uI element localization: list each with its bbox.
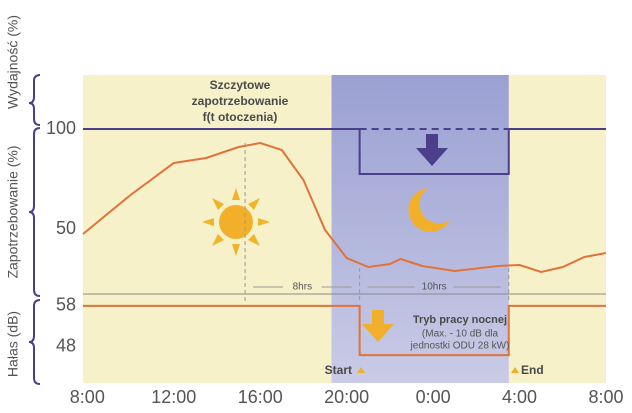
brace [28, 299, 41, 385]
y2-tick-label: 58 [56, 295, 76, 315]
moon-icon [408, 188, 450, 232]
axis-title: Wydajność (%) [5, 15, 21, 109]
arrow [416, 134, 448, 166]
x-tick-label: 16:00 [238, 387, 283, 407]
brace [28, 74, 41, 126]
annotation: zapotrzebowanie [192, 94, 289, 108]
sun-icon [202, 188, 270, 256]
span-label: 10hrs [422, 282, 447, 293]
annotation: Tryb pracy nocnej [413, 314, 507, 326]
annotation: Szczytowe [210, 78, 271, 92]
x-tick-label: 4:00 [502, 387, 537, 407]
brace [28, 127, 41, 297]
x-tick-label: 8:00 [70, 387, 105, 407]
x-tick-label: 8:00 [588, 387, 623, 407]
x-tick-label: 12:00 [151, 387, 196, 407]
series-line [82, 141, 607, 274]
series-line [83, 128, 606, 175]
annotation: End [521, 363, 544, 377]
y-tick-label: 50 [56, 218, 76, 238]
series-line [83, 304, 606, 357]
x-tick-label: 20:00 [324, 387, 369, 407]
axis-title: Hałas (dB) [5, 311, 21, 377]
axis-title: Zapotrzebowanie (%) [5, 145, 21, 278]
annotation: (Max. - 10 dB dla [422, 329, 499, 340]
annotation: jednostki ODU 28 kW) [410, 341, 510, 352]
y-tick-label: 100 [46, 118, 76, 138]
arrow [362, 310, 394, 342]
annotation: f(t otoczenia) [203, 110, 278, 124]
marker [357, 367, 365, 373]
annotation: Start [325, 363, 352, 377]
marker [511, 367, 519, 373]
x-tick-label: 0:00 [416, 387, 451, 407]
span-label: 8hrs [293, 282, 312, 293]
y2-tick-label: 48 [56, 336, 76, 356]
